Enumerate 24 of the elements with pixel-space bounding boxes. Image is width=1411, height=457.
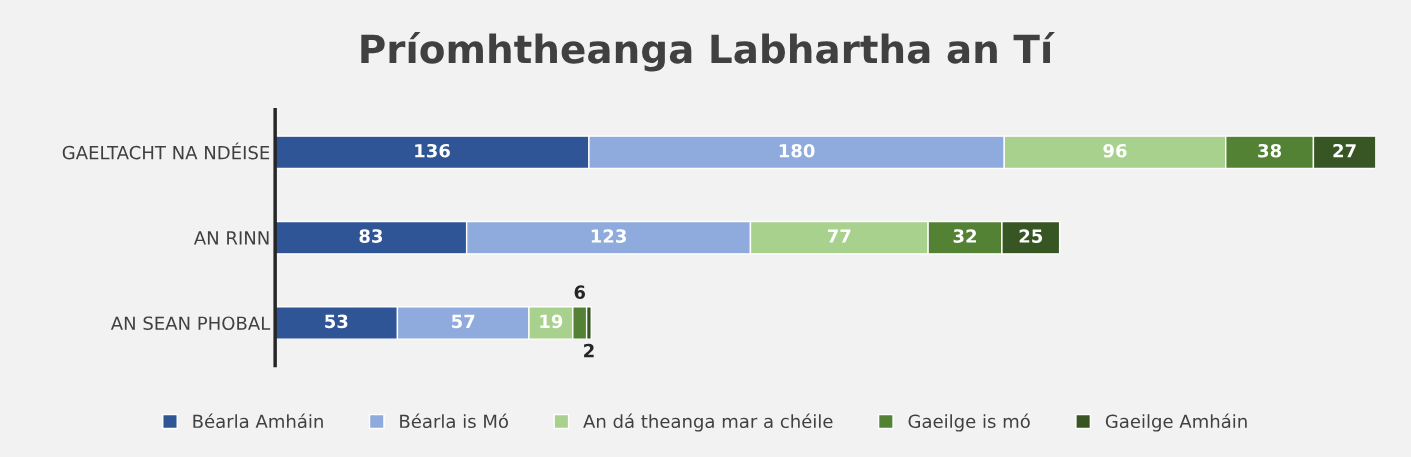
data-label: 136	[415, 143, 450, 158]
data-label: 123	[591, 229, 626, 243]
data-label: 83	[359, 229, 383, 243]
y-tick-label: GAELTACHT NA NDÉISE	[62, 142, 270, 160]
data-label: 6	[574, 285, 586, 299]
data-label: 180	[779, 143, 815, 158]
data-label: 19	[540, 314, 563, 329]
y-tick-label: AN RINN	[193, 231, 269, 245]
data-label: 27	[1333, 143, 1356, 158]
y-tick-label: AN SEAN PHOBAL	[110, 316, 271, 331]
data-label: 77	[827, 229, 851, 243]
data-label: 96	[1103, 143, 1127, 158]
data-label: 38	[1258, 143, 1282, 158]
data-label: 53	[325, 314, 348, 329]
legend-label: Gaeilge Amháin	[1105, 413, 1247, 432]
data-label: 57	[452, 314, 475, 329]
legend-label: Béarla Amháin	[193, 413, 323, 429]
data-label: 32	[953, 229, 977, 243]
legend-label: Gaeilge is mó	[908, 413, 1030, 432]
legend-label: An dá theanga mar a chéile	[583, 413, 833, 432]
chart-title: Príomhtheanga Labhartha an Tí	[361, 31, 1055, 72]
legend-label: Béarla is Mó	[400, 413, 508, 429]
data-label: 2	[584, 343, 594, 358]
data-label: 25	[1019, 229, 1043, 243]
